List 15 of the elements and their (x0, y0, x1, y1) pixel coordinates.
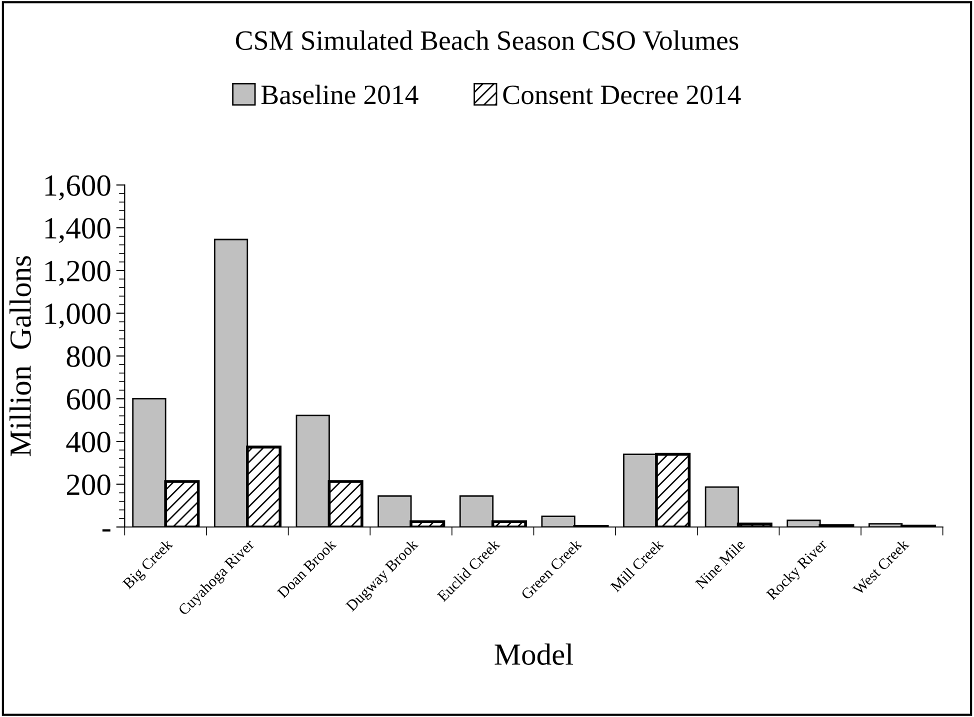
y-tick-label: 200 (66, 474, 110, 496)
chart-title: CSM Simulated Beach Season CSO Volumes (236, 30, 738, 50)
y-tick-label: 600 (66, 389, 110, 410)
y-tick-label: - (102, 529, 110, 532)
y-tick-label: 1,400 (45, 218, 110, 244)
y-tick-label: 800 (66, 346, 110, 367)
y-tick-label: 1,600 (45, 175, 110, 200)
x-tick-label: Nine Mile (694, 538, 746, 590)
x-axis-title: Model (494, 643, 574, 665)
y-tick-label: 400 (66, 432, 110, 452)
legend-label: Consent Decree 2014 (503, 86, 741, 104)
legend-label: Baseline 2014 (261, 84, 418, 104)
y-axis-title: Million Gallons (9, 256, 31, 456)
y-tick-label: 1,200 (45, 260, 110, 286)
y-tick-label: 1,000 (45, 304, 110, 329)
